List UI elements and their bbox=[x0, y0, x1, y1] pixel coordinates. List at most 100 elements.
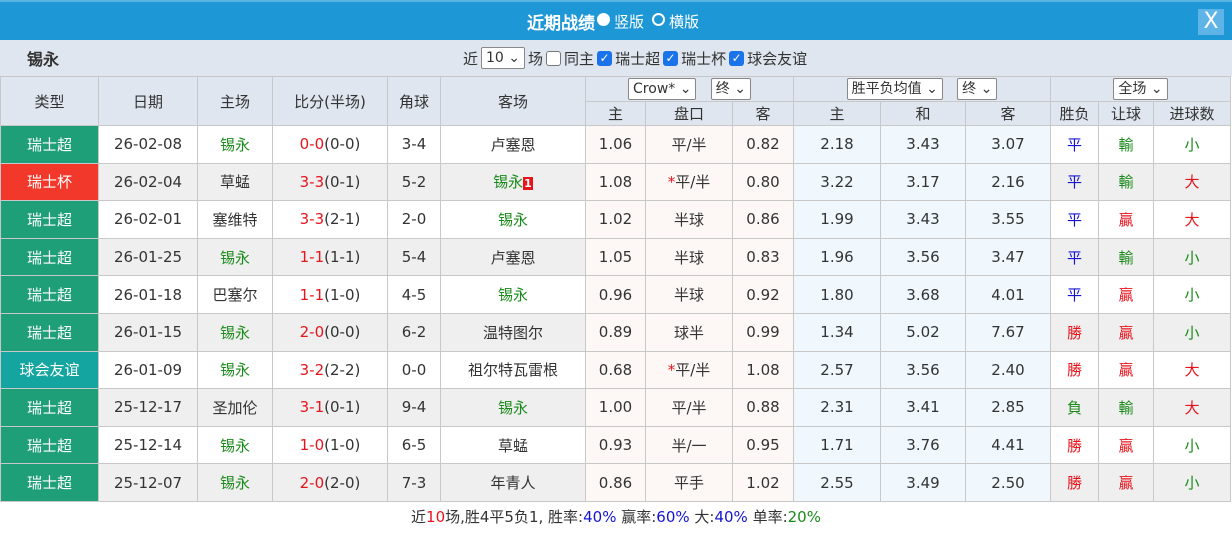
away-team: 祖尔特瓦雷根 bbox=[467, 361, 558, 380]
handicap-cell: *平/半 bbox=[645, 162, 733, 202]
table-row: 瑞士超 26-02-08 锡永 0-0(0-0) 3-4 卢塞恩 1.06 平/半 0.82 2.… bbox=[0, 125, 1232, 164]
recent-matches-table: 类型 日期 主场 比分(半场) 角球 客场 Crow* ⌄ 终 ⌄ 胜平负均值 … bbox=[0, 76, 1232, 502]
close-button[interactable]: X bbox=[1198, 9, 1224, 35]
home-team-cell[interactable]: 圣加伦 bbox=[197, 388, 273, 427]
away-team-cell[interactable]: 锡永1 bbox=[440, 162, 586, 202]
full-time-score: 2-0 bbox=[299, 323, 325, 342]
away-odds-cell: 0.83 bbox=[732, 237, 794, 277]
date: 26-02-08 bbox=[113, 135, 183, 154]
league-checkbox-swiss-super[interactable]: ✓ bbox=[597, 50, 613, 66]
away-team-cell[interactable]: 卢塞恩 bbox=[440, 125, 586, 164]
home-team-cell[interactable]: 锡永 bbox=[197, 463, 273, 502]
league-checkbox-friendly[interactable]: ✓ bbox=[729, 50, 745, 66]
handicap-win-rate: 60% bbox=[656, 507, 690, 526]
euro-away-cell: 3.07 bbox=[965, 125, 1051, 164]
goals-result-cell: 小 bbox=[1152, 237, 1232, 277]
handicap-result-cell: 輸 bbox=[1098, 125, 1154, 164]
away-team: 锡永 bbox=[493, 173, 524, 192]
result: 勝 bbox=[1066, 361, 1082, 380]
away-team-cell[interactable]: 锡永 bbox=[440, 275, 586, 314]
handicap-line: 平/半 bbox=[675, 361, 711, 380]
away-team-cell[interactable]: 卢塞恩 bbox=[440, 237, 586, 277]
home-team-cell[interactable]: 塞维特 bbox=[197, 200, 273, 239]
handicap-cell: 平手 bbox=[645, 463, 733, 502]
company-select[interactable]: Crow* ⌄ bbox=[628, 78, 697, 100]
home-team-cell[interactable]: 锡永 bbox=[197, 425, 273, 465]
euro-time-select[interactable]: 终 ⌄ bbox=[957, 78, 998, 100]
eh: 2.55 bbox=[820, 473, 854, 492]
summary-text: 大: bbox=[689, 507, 715, 526]
euro-draw-cell: 3.43 bbox=[880, 200, 966, 239]
ed: 3.41 bbox=[906, 398, 940, 417]
away-team-cell[interactable]: 年青人 bbox=[440, 463, 586, 502]
away-odds-cell: 0.86 bbox=[732, 200, 794, 239]
away-odds-cell: 1.08 bbox=[732, 350, 794, 390]
over-rate: 40% bbox=[714, 507, 748, 526]
date: 25-12-07 bbox=[113, 473, 183, 492]
away-team: 温特图尔 bbox=[482, 323, 543, 342]
away-team: 卢塞恩 bbox=[490, 135, 536, 154]
home-team-cell[interactable]: 锡永 bbox=[197, 125, 273, 164]
home-team-cell[interactable]: 巴塞尔 bbox=[197, 275, 273, 314]
handicap-cell: 半球 bbox=[645, 200, 733, 239]
league-name: 瑞士杯 bbox=[26, 173, 72, 192]
handicap-cell: *平/半 bbox=[645, 350, 733, 390]
half-time-score: (0-0) bbox=[324, 135, 361, 154]
euro-home-cell: 1.34 bbox=[793, 312, 881, 352]
euro-draw-cell: 3.76 bbox=[880, 425, 966, 465]
score-cell: 3-3(0-1) bbox=[272, 162, 388, 202]
option-horizontal-label[interactable]: 横版 bbox=[669, 12, 700, 31]
away-team-cell[interactable]: 锡永 bbox=[440, 388, 586, 427]
league-cell: 瑞士杯 bbox=[0, 162, 99, 202]
summary-bar: 近10场,胜4平5负1, 胜率:40% 赢率:60% 大:40% 单率:20% bbox=[0, 502, 1232, 533]
match-count-select[interactable]: 10 ⌄ bbox=[481, 47, 526, 69]
away-team-cell[interactable]: 祖尔特瓦雷根 bbox=[440, 350, 586, 390]
handicap-result-cell: 輸 bbox=[1098, 388, 1154, 427]
handicap-result: 贏 bbox=[1118, 286, 1134, 305]
home-team-cell[interactable]: 锡永 bbox=[197, 312, 273, 352]
league-name: 瑞士超 bbox=[26, 398, 72, 417]
date-cell: 25-12-07 bbox=[98, 463, 198, 502]
ed: 3.68 bbox=[906, 285, 940, 304]
handicap-result-cell: 輸 bbox=[1098, 237, 1154, 277]
home-team: 锡永 bbox=[219, 436, 250, 455]
home-team-cell[interactable]: 草蜢 bbox=[197, 162, 273, 202]
same-home-checkbox[interactable] bbox=[546, 50, 562, 66]
away-team-cell[interactable]: 锡永 bbox=[440, 200, 586, 239]
option-vertical-label[interactable]: 竖版 bbox=[613, 12, 644, 31]
summary-count: 10 bbox=[426, 507, 446, 526]
away-team-cell[interactable]: 草蜢 bbox=[440, 425, 586, 465]
radio-vertical[interactable] bbox=[596, 12, 610, 26]
away-team: 锡永 bbox=[497, 398, 528, 417]
handicap-line: 半/一 bbox=[671, 436, 707, 455]
handicap-result: 贏 bbox=[1118, 361, 1134, 380]
ed: 3.56 bbox=[906, 248, 940, 267]
euro-draw-cell: 3.17 bbox=[880, 162, 966, 202]
league-label: 瑞士杯 bbox=[681, 49, 727, 68]
euro-type-value: 胜平负均值 bbox=[851, 81, 922, 97]
ed: 3.43 bbox=[906, 210, 940, 229]
euro-type-select[interactable]: 胜平负均值 ⌄ bbox=[846, 78, 943, 100]
euro-draw-cell: 3.41 bbox=[880, 388, 966, 427]
over-under-result: 小 bbox=[1184, 436, 1200, 455]
corner: 6-2 bbox=[401, 323, 427, 342]
over-under-result: 小 bbox=[1184, 323, 1200, 342]
over-under-result: 小 bbox=[1184, 474, 1200, 493]
table-row: 瑞士超 26-01-18 巴塞尔 1-1(1-0) 4-5 锡永 0.96 半球 0.92 1.8… bbox=[0, 275, 1232, 314]
period-select[interactable]: 全场 ⌄ bbox=[1113, 78, 1168, 100]
eh: 1.99 bbox=[820, 210, 854, 229]
result: 平 bbox=[1066, 248, 1082, 267]
result: 平 bbox=[1066, 286, 1082, 305]
over-under-result: 大 bbox=[1184, 398, 1200, 417]
league-checkbox-swiss-cup[interactable]: ✓ bbox=[663, 50, 679, 66]
home-team-cell[interactable]: 锡永 bbox=[197, 237, 273, 277]
league-cell: 瑞士超 bbox=[0, 312, 99, 352]
table-row: 瑞士超 25-12-07 锡永 2-0(2-0) 7-3 年青人 0.86 平手 1.02 2.5… bbox=[0, 463, 1232, 502]
away-team-cell[interactable]: 温特图尔 bbox=[440, 312, 586, 352]
home-team-cell[interactable]: 锡永 bbox=[197, 350, 273, 390]
radio-horizontal[interactable] bbox=[652, 12, 665, 26]
goals-result-cell: 大 bbox=[1152, 350, 1232, 390]
result: 平 bbox=[1066, 135, 1082, 154]
odds-time-select[interactable]: 终 ⌄ bbox=[710, 78, 751, 100]
subheader: 主 bbox=[793, 101, 881, 126]
